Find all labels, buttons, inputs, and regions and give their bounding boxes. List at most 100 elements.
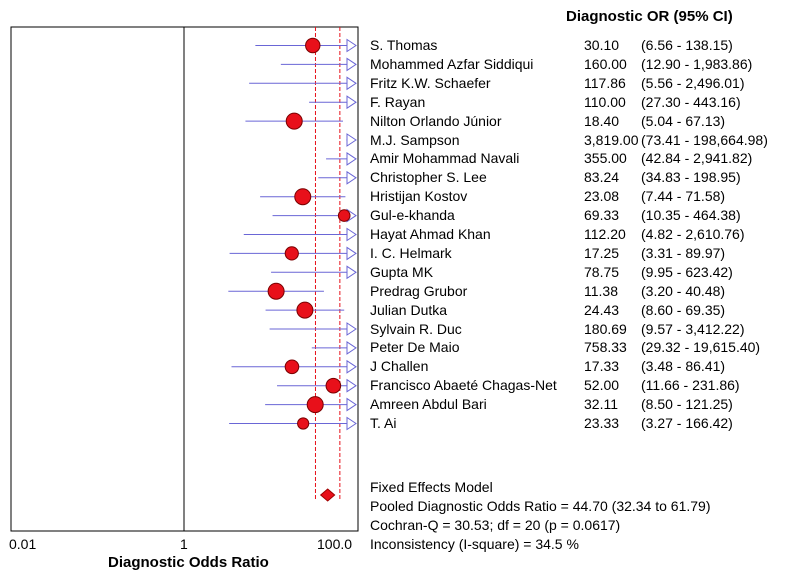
study-name: Amir Mohammad Navali xyxy=(370,150,520,167)
study-row: S. Thomas 30.10 (6.56 - 138.15) xyxy=(0,36,804,55)
x-tick-label: 0.01 xyxy=(9,536,37,552)
study-name: F. Rayan xyxy=(370,93,426,110)
study-or: 117.86 xyxy=(584,74,626,91)
study-point xyxy=(267,282,285,300)
column-header: Diagnostic OR (95% CI) xyxy=(566,8,733,25)
study-ci: (6.56 - 138.15) xyxy=(641,37,733,53)
ci-arrow xyxy=(346,227,357,242)
study-row: Fritz K.W. Schaefer 117.86 (5.56 - 2,496.0… xyxy=(0,74,804,93)
study-or: 83.24 xyxy=(584,169,620,186)
ci-arrow xyxy=(346,265,357,280)
study-or: 3,819.00 xyxy=(584,131,639,148)
study-name: Nilton Orlando Júnior xyxy=(370,112,502,129)
study-or: 24.43 xyxy=(584,301,620,318)
study-name: S. Thomas xyxy=(370,37,438,53)
ci-arrow xyxy=(346,359,357,374)
study-or: 17.25 xyxy=(584,244,620,261)
study-name: Christopher S. Lee xyxy=(370,169,487,186)
study-ci: (5.04 - 67.13) xyxy=(641,112,726,129)
study-ci: (10.35 - 464.38) xyxy=(641,207,741,224)
study-point xyxy=(285,112,303,130)
study-name: Gupta MK xyxy=(370,263,434,280)
study-or: 69.33 xyxy=(584,207,620,224)
study-or: 32.11 xyxy=(584,396,618,413)
study-ci: (11.66 - 231.86) xyxy=(641,377,740,394)
study-name: Sylvain R. Duc xyxy=(370,320,462,337)
study-row: Nilton Orlando Júnior 18.40 (5.04 - 67.13) xyxy=(0,112,804,131)
ci-arrow xyxy=(346,378,357,393)
study-name: Julian Dutka xyxy=(370,301,448,318)
study-name: Peter De Maio xyxy=(370,339,460,356)
study-ci: (3.48 - 86.41) xyxy=(641,358,726,375)
x-axis-label: Diagnostic Odds Ratio xyxy=(108,554,269,571)
ci-arrow xyxy=(346,38,357,53)
study-ci: (9.95 - 623.42) xyxy=(641,263,733,280)
study-ci: (73.41 - 198,664.98) xyxy=(641,131,768,148)
study-ci: (27.30 - 443.16) xyxy=(641,93,741,110)
study-ci: (7.44 - 71.58) xyxy=(641,188,726,205)
study-row: Amreen Abdul Bari 32.11 (8.50 - 121.25) xyxy=(0,395,804,414)
study-row: F. Rayan 110.00 (27.30 - 443.16) xyxy=(0,93,804,112)
study-or: 23.08 xyxy=(584,188,620,205)
study-row: Gupta MK 78.75 (9.95 - 623.42) xyxy=(0,263,804,282)
study-or: 160.00 xyxy=(584,55,627,72)
study-name: Hayat Ahmad Khan xyxy=(370,226,491,242)
study-or: 17.33 xyxy=(584,358,620,375)
summary-line: Cochran-Q = 30.53; df = 20 (p = 0.0617) xyxy=(370,517,621,533)
study-name: Francisco Abaeté Chagas-Net xyxy=(370,377,557,394)
study-name: Fritz K.W. Schaefer xyxy=(370,74,491,91)
study-or: 112.20 xyxy=(584,226,626,242)
study-row: Mohammed Azfar Siddiqui 160.00 (12.90 - 1,… xyxy=(0,55,804,74)
ci-arrow xyxy=(346,133,357,147)
study-row: Gul-e-khanda 69.33 (10.35 - 464.38) xyxy=(0,206,804,225)
study-name: Gul-e-khanda xyxy=(370,207,455,224)
study-ci: (3.20 - 40.48) xyxy=(641,282,726,299)
study-or: 180.69 xyxy=(584,320,627,337)
study-or: 78.75 xyxy=(584,263,620,280)
ci-arrow xyxy=(346,397,357,412)
study-row: Julian Dutka 24.43 (8.60 - 69.35) xyxy=(0,301,804,320)
study-point xyxy=(325,377,342,394)
study-row: Peter De Maio 758.33 (29.32 - 19,615.40) xyxy=(0,338,804,357)
study-point xyxy=(294,188,312,206)
study-ci: (8.50 - 121.25) xyxy=(641,396,733,413)
study-row: Predrag Grubor 11.38 (3.20 - 40.48) xyxy=(0,282,804,301)
study-point xyxy=(284,246,299,261)
pooled-diamond xyxy=(319,488,336,502)
study-or: 355.00 xyxy=(584,150,627,167)
ci-arrow xyxy=(346,246,357,261)
study-row: I. C. Helmark 17.25 (3.31 - 89.97) xyxy=(0,244,804,263)
study-name: J Challen xyxy=(370,358,429,375)
study-ci: (8.60 - 69.35) xyxy=(641,301,726,318)
x-tick-label: 1 xyxy=(180,536,188,552)
ci-arrow xyxy=(346,416,357,431)
study-row: T. Ai 23.33 (3.27 - 166.42) xyxy=(0,414,804,433)
study-name: Amreen Abdul Bari xyxy=(370,396,487,413)
study-row: Hayat Ahmad Khan 112.20 (4.82 - 2,610.76) xyxy=(0,225,804,244)
ci-arrow xyxy=(346,170,357,185)
study-name: Mohammed Azfar Siddiqui xyxy=(370,55,534,72)
study-row: Hristijan Kostov 23.08 (7.44 - 71.58) xyxy=(0,187,804,206)
study-ci: (29.32 - 19,615.40) xyxy=(641,339,761,356)
study-or: 11.38 xyxy=(584,282,618,299)
study-or: 18.40 xyxy=(584,112,620,129)
study-row: M.J. Sampson 3,819.00 (73.41 - 198,664.98) xyxy=(0,131,804,150)
study-name: T. Ai xyxy=(370,415,397,431)
summary-line: Pooled Diagnostic Odds Ratio = 44.70 (32… xyxy=(370,498,711,514)
study-or: 30.10 xyxy=(584,37,620,53)
study-or: 758.33 xyxy=(584,339,627,356)
study-row: Sylvain R. Duc 180.69 (9.57 - 3,412.22) xyxy=(0,320,804,339)
ci-arrow xyxy=(346,95,357,110)
study-row: Christopher S. Lee 83.24 (34.83 - 198.95) xyxy=(0,168,804,187)
study-row: Francisco Abaeté Chagas-Net 52.00 (11.66 -… xyxy=(0,376,804,395)
study-point xyxy=(306,396,324,414)
study-point xyxy=(296,301,314,319)
study-point xyxy=(284,359,300,375)
study-point xyxy=(337,209,351,222)
summary-line: Fixed Effects Model xyxy=(370,479,493,495)
study-name: Predrag Grubor xyxy=(370,282,468,299)
study-row: J Challen 17.33 (3.48 - 86.41) xyxy=(0,357,804,376)
study-name: I. C. Helmark xyxy=(370,244,452,261)
study-name: M.J. Sampson xyxy=(370,131,460,148)
